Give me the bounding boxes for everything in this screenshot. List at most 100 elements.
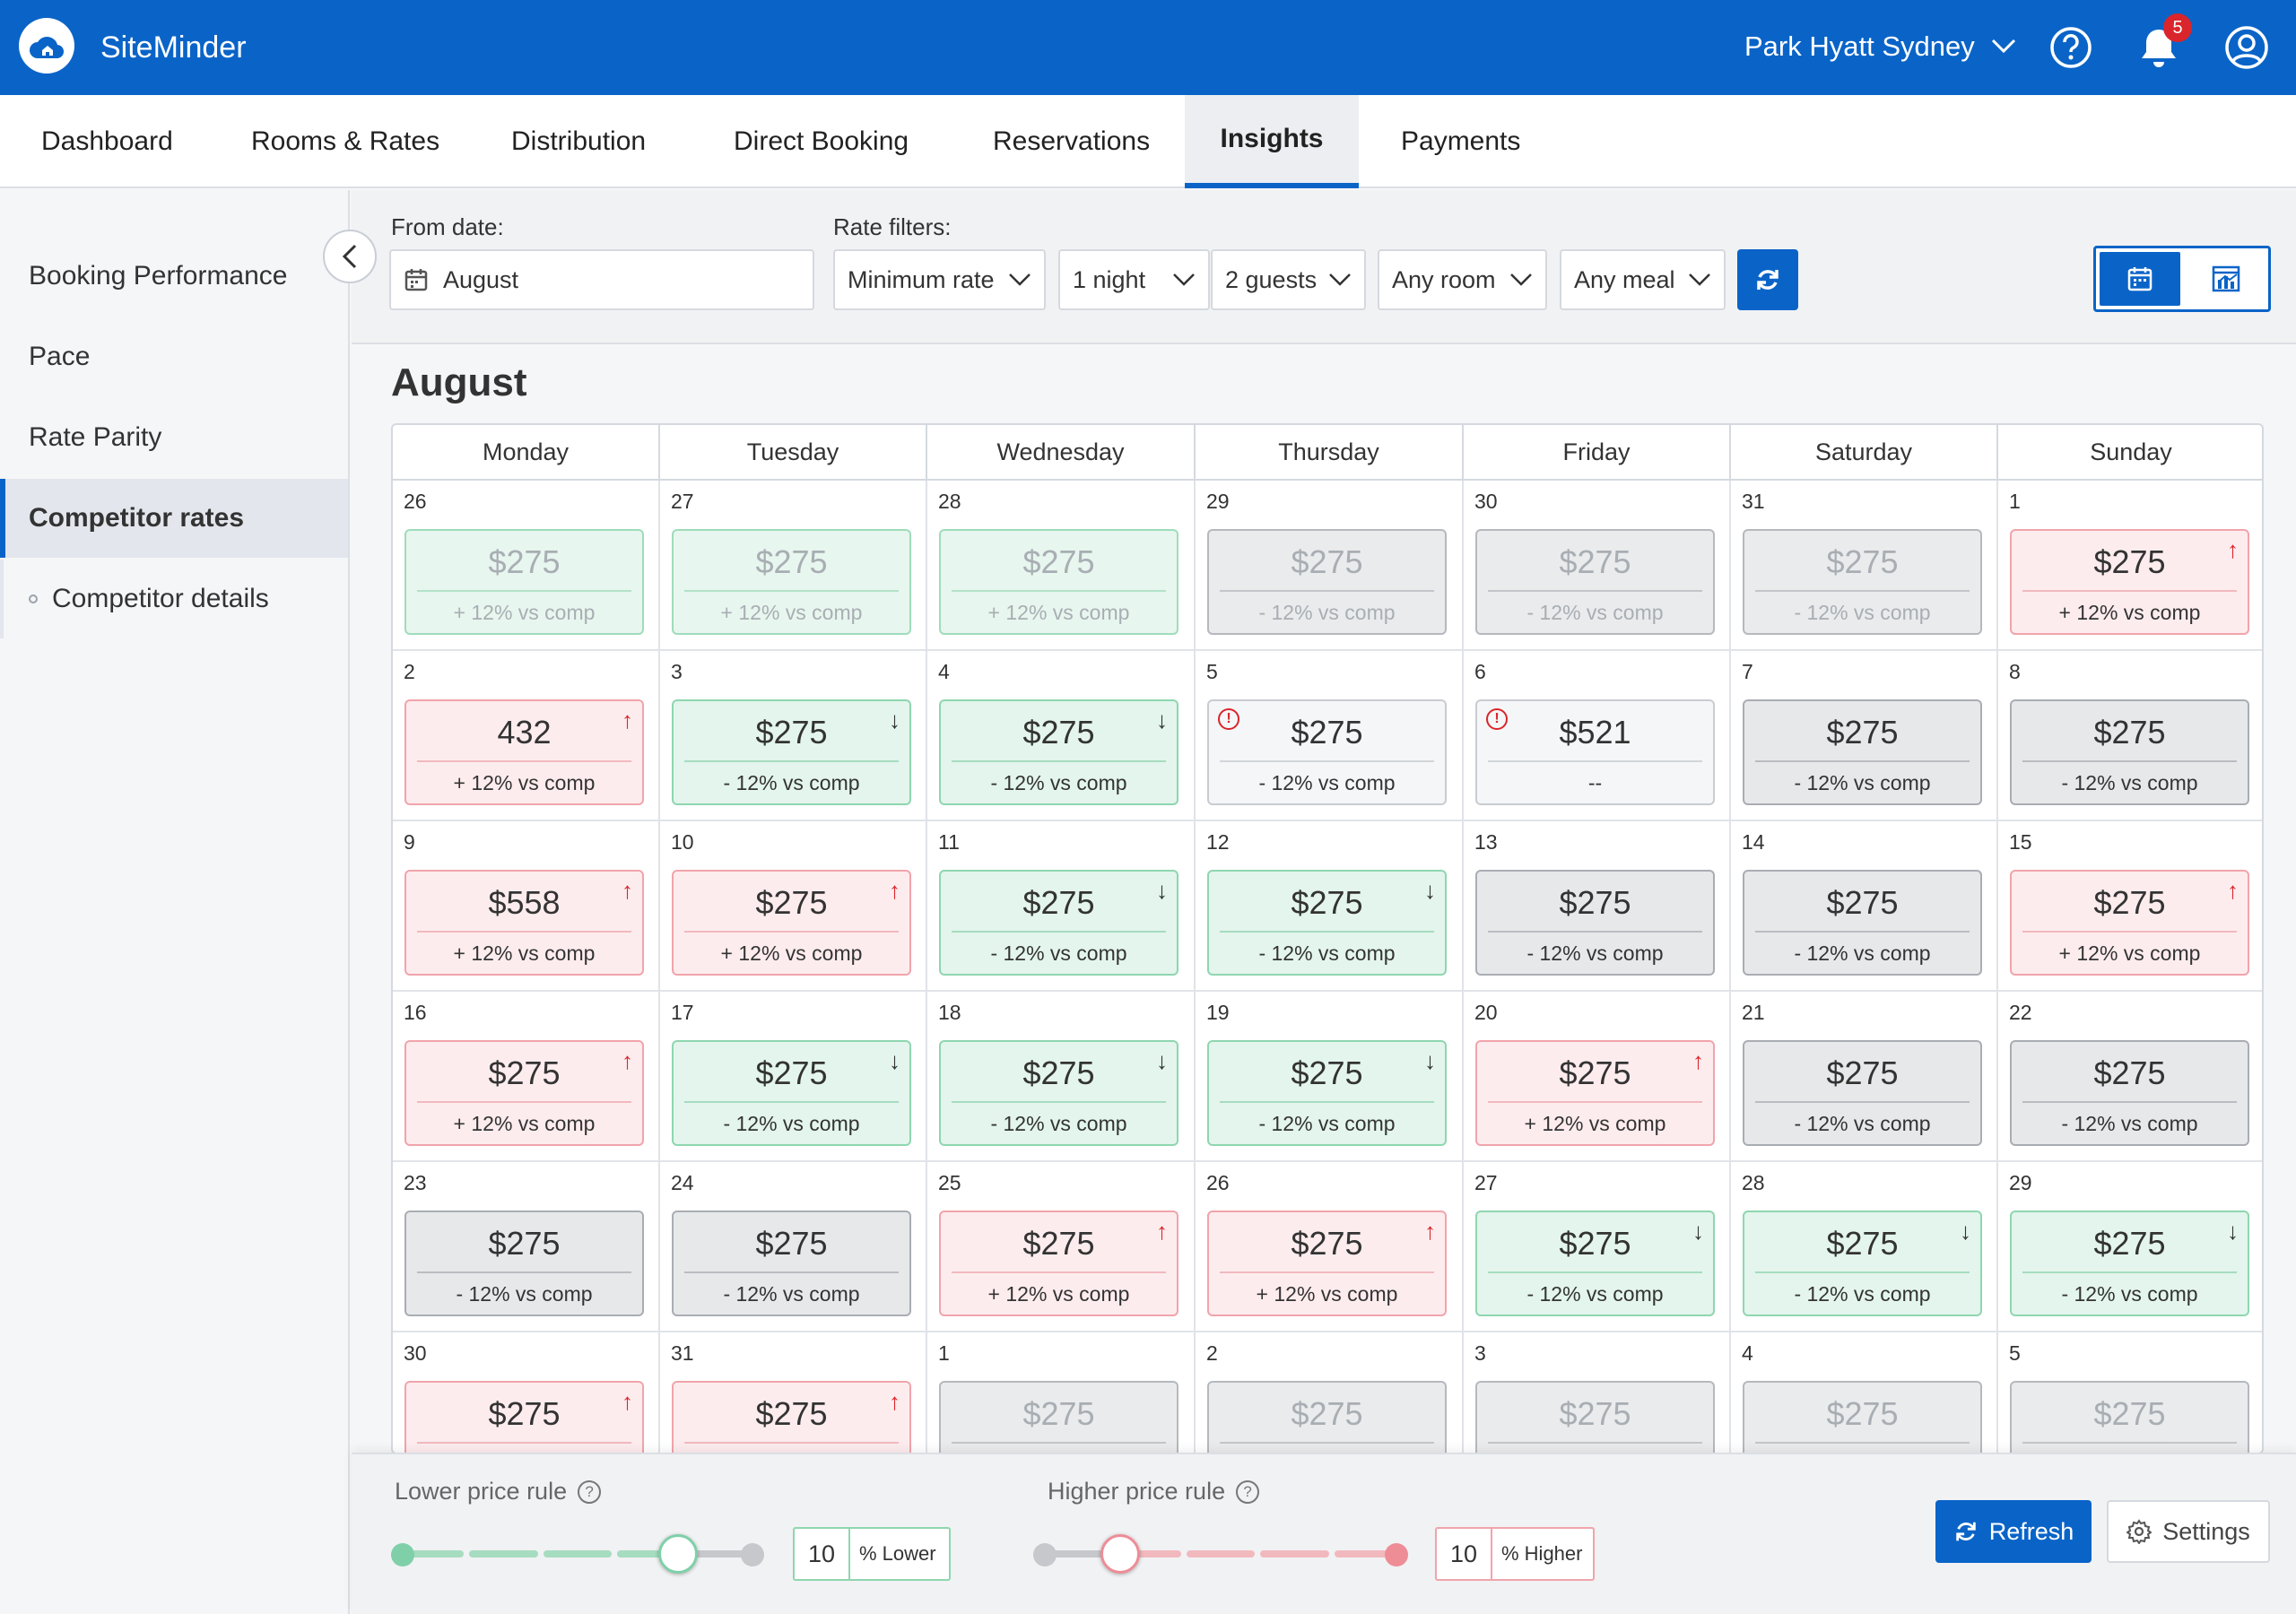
nav-insights[interactable]: Insights — [1185, 95, 1359, 188]
calendar-day-cell[interactable]: 12 $275 - 12% vs comp ↓ — [1196, 821, 1464, 992]
chart-view-button[interactable] — [2186, 252, 2266, 306]
calendar-day-cell[interactable]: 31 $275 ↑ — [660, 1332, 927, 1453]
settings-button[interactable]: Settings — [2107, 1500, 2270, 1563]
calendar-day-cell[interactable]: 11 $275 - 12% vs comp ↓ — [927, 821, 1196, 992]
higher-price-input[interactable]: 10 % Higher — [1435, 1527, 1595, 1581]
rate-card[interactable]: $275 - 12% vs comp ↓ — [1207, 1040, 1447, 1146]
nav-payments[interactable]: Payments — [1401, 126, 1521, 156]
calendar-day-cell[interactable]: 18 $275 - 12% vs comp ↓ — [927, 992, 1196, 1162]
rate-card[interactable]: $275 - 12% vs comp — [1743, 529, 1982, 635]
rate-card[interactable]: $275 - 12% vs comp ↓ — [672, 1040, 911, 1146]
calendar-day-cell[interactable]: 14 $275 - 12% vs comp — [1731, 821, 1998, 992]
sidebar-item-booking-performance[interactable]: Booking Performance — [29, 261, 288, 291]
nav-rooms-rates[interactable]: Rooms & Rates — [251, 126, 440, 156]
rate-card[interactable]: $275 + 12% vs comp ↑ — [1475, 1040, 1715, 1146]
calendar-day-cell[interactable]: 5 $275 — [1998, 1332, 2262, 1453]
user-icon[interactable] — [2222, 23, 2271, 72]
sidebar-item-pace[interactable]: Pace — [29, 342, 91, 371]
calendar-day-cell[interactable]: 5 $275 - 12% vs comp! — [1196, 651, 1464, 821]
property-selector[interactable]: Park Hyatt Sydney — [1744, 30, 2016, 63]
calendar-day-cell[interactable]: 10 $275 + 12% vs comp ↑ — [660, 821, 927, 992]
calendar-day-cell[interactable]: 27 $275 - 12% vs comp ↓ — [1464, 1162, 1731, 1332]
calendar-day-cell[interactable]: 27 $275 + 12% vs comp — [660, 481, 927, 651]
calendar-day-cell[interactable]: 30 $275 ↑ — [393, 1332, 660, 1453]
calendar-day-cell[interactable]: 8 $275 - 12% vs comp — [1998, 651, 2262, 821]
rate-card[interactable]: $275 + 12% vs comp ↑ — [2010, 870, 2249, 976]
rate-card[interactable]: $275 - 12% vs comp — [2010, 699, 2249, 805]
rate-card[interactable]: $275 + 12% vs comp ↑ — [404, 1040, 644, 1146]
rate-card[interactable]: $275 - 12% vs comp ↓ — [1207, 870, 1447, 976]
calendar-day-cell[interactable]: 30 $275 - 12% vs comp — [1464, 481, 1731, 651]
calendar-day-cell[interactable]: 20 $275 + 12% vs comp ↑ — [1464, 992, 1731, 1162]
calendar-day-cell[interactable]: 26 $275 + 12% vs comp — [393, 481, 660, 651]
calendar-day-cell[interactable]: 4 $275 - 12% vs comp ↓ — [927, 651, 1196, 821]
calendar-day-cell[interactable]: 2 $275 — [1196, 1332, 1464, 1453]
calendar-day-cell[interactable]: 19 $275 - 12% vs comp ↓ — [1196, 992, 1464, 1162]
calendar-day-cell[interactable]: 22 $275 - 12% vs comp — [1998, 992, 2262, 1162]
calendar-day-cell[interactable]: 15 $275 + 12% vs comp ↑ — [1998, 821, 2262, 992]
rate-card[interactable]: $275 - 12% vs comp! — [1207, 699, 1447, 805]
calendar-day-cell[interactable]: 31 $275 - 12% vs comp — [1731, 481, 1998, 651]
calendar-day-cell[interactable]: 13 $275 - 12% vs comp — [1464, 821, 1731, 992]
rate-card[interactable]: $275 — [939, 1381, 1178, 1453]
calendar-day-cell[interactable]: 6 $521 --! — [1464, 651, 1731, 821]
lower-price-slider[interactable] — [391, 1534, 764, 1574]
rate-card[interactable]: $275 - 12% vs comp ↓ — [672, 699, 911, 805]
nav-dashboard[interactable]: Dashboard — [41, 126, 173, 156]
calendar-day-cell[interactable]: 21 $275 - 12% vs comp — [1731, 992, 1998, 1162]
nights-select[interactable]: 1 night — [1058, 249, 1210, 310]
higher-price-value[interactable]: 10 — [1437, 1529, 1492, 1579]
nav-distribution[interactable]: Distribution — [511, 126, 647, 156]
rate-card[interactable]: $275 + 12% vs comp — [939, 529, 1178, 635]
rate-card[interactable]: $275 — [1475, 1381, 1715, 1453]
rate-card[interactable]: $275 - 12% vs comp — [1743, 699, 1982, 805]
from-date-input[interactable]: August — [389, 249, 814, 310]
rate-card[interactable]: $275 + 12% vs comp — [404, 529, 644, 635]
rate-card[interactable]: $275 + 12% vs comp ↑ — [2010, 529, 2249, 635]
calendar-day-cell[interactable]: 26 $275 + 12% vs comp ↑ — [1196, 1162, 1464, 1332]
calendar-day-cell[interactable]: 1 $275 — [927, 1332, 1196, 1453]
calendar-day-cell[interactable]: 9 $558 + 12% vs comp ↑ — [393, 821, 660, 992]
calendar-day-cell[interactable]: 4 $275 — [1731, 1332, 1998, 1453]
rate-card[interactable]: $275 - 12% vs comp ↓ — [939, 699, 1178, 805]
rate-card[interactable]: $275 - 12% vs comp — [404, 1210, 644, 1316]
lower-price-value[interactable]: 10 — [795, 1529, 850, 1579]
apply-filters-button[interactable] — [1737, 249, 1798, 310]
slider-handle[interactable] — [1100, 1534, 1140, 1574]
calendar-day-cell[interactable]: 3 $275 - 12% vs comp ↓ — [660, 651, 927, 821]
rate-card[interactable]: $275 + 12% vs comp ↑ — [939, 1210, 1178, 1316]
rate-card[interactable]: $275 — [2010, 1381, 2249, 1453]
rate-card[interactable]: $275 + 12% vs comp — [672, 529, 911, 635]
slider-handle[interactable] — [658, 1534, 698, 1574]
calendar-day-cell[interactable]: 16 $275 + 12% vs comp ↑ — [393, 992, 660, 1162]
rate-card[interactable]: $275 - 12% vs comp — [1207, 529, 1447, 635]
calendar-day-cell[interactable]: 3 $275 — [1464, 1332, 1731, 1453]
meal-select[interactable]: Any meal — [1560, 249, 1726, 310]
rate-card[interactable]: $275 ↑ — [672, 1381, 911, 1453]
rate-card[interactable]: $275 - 12% vs comp — [2010, 1040, 2249, 1146]
alert-icon[interactable]: ! — [1486, 708, 1508, 730]
sidebar-item-competitor-details[interactable]: Competitor details — [0, 560, 348, 638]
lower-price-input[interactable]: 10 % Lower — [793, 1527, 951, 1581]
rate-card[interactable]: $275 - 12% vs comp ↓ — [2010, 1210, 2249, 1316]
calendar-view-button[interactable] — [2100, 252, 2180, 306]
calendar-day-cell[interactable]: 28 $275 - 12% vs comp ↓ — [1731, 1162, 1998, 1332]
rate-card[interactable]: $275 + 12% vs comp ↑ — [672, 870, 911, 976]
rate-card[interactable]: $275 - 12% vs comp — [1475, 870, 1715, 976]
cloud-home-icon[interactable] — [19, 18, 74, 74]
rate-card[interactable]: $275 — [1743, 1381, 1982, 1453]
refresh-button[interactable]: Refresh — [1935, 1500, 2092, 1563]
nav-direct-booking[interactable]: Direct Booking — [734, 126, 909, 156]
rate-card[interactable]: $275 - 12% vs comp ↓ — [1475, 1210, 1715, 1316]
rate-card[interactable]: $275 + 12% vs comp ↑ — [1207, 1210, 1447, 1316]
rate-card[interactable]: $275 - 12% vs comp ↓ — [939, 1040, 1178, 1146]
question-icon[interactable]: ? — [578, 1480, 602, 1504]
calendar-day-cell[interactable]: 29 $275 - 12% vs comp — [1196, 481, 1464, 651]
rate-card[interactable]: $275 - 12% vs comp — [1475, 529, 1715, 635]
calendar-day-cell[interactable]: 28 $275 + 12% vs comp — [927, 481, 1196, 651]
help-icon[interactable] — [2047, 23, 2095, 72]
calendar-day-cell[interactable]: 1 $275 + 12% vs comp ↑ — [1998, 481, 2262, 651]
guests-select[interactable]: 2 guests — [1211, 249, 1366, 310]
rate-type-select[interactable]: Minimum rate — [833, 249, 1046, 310]
higher-price-slider[interactable] — [1033, 1534, 1408, 1574]
